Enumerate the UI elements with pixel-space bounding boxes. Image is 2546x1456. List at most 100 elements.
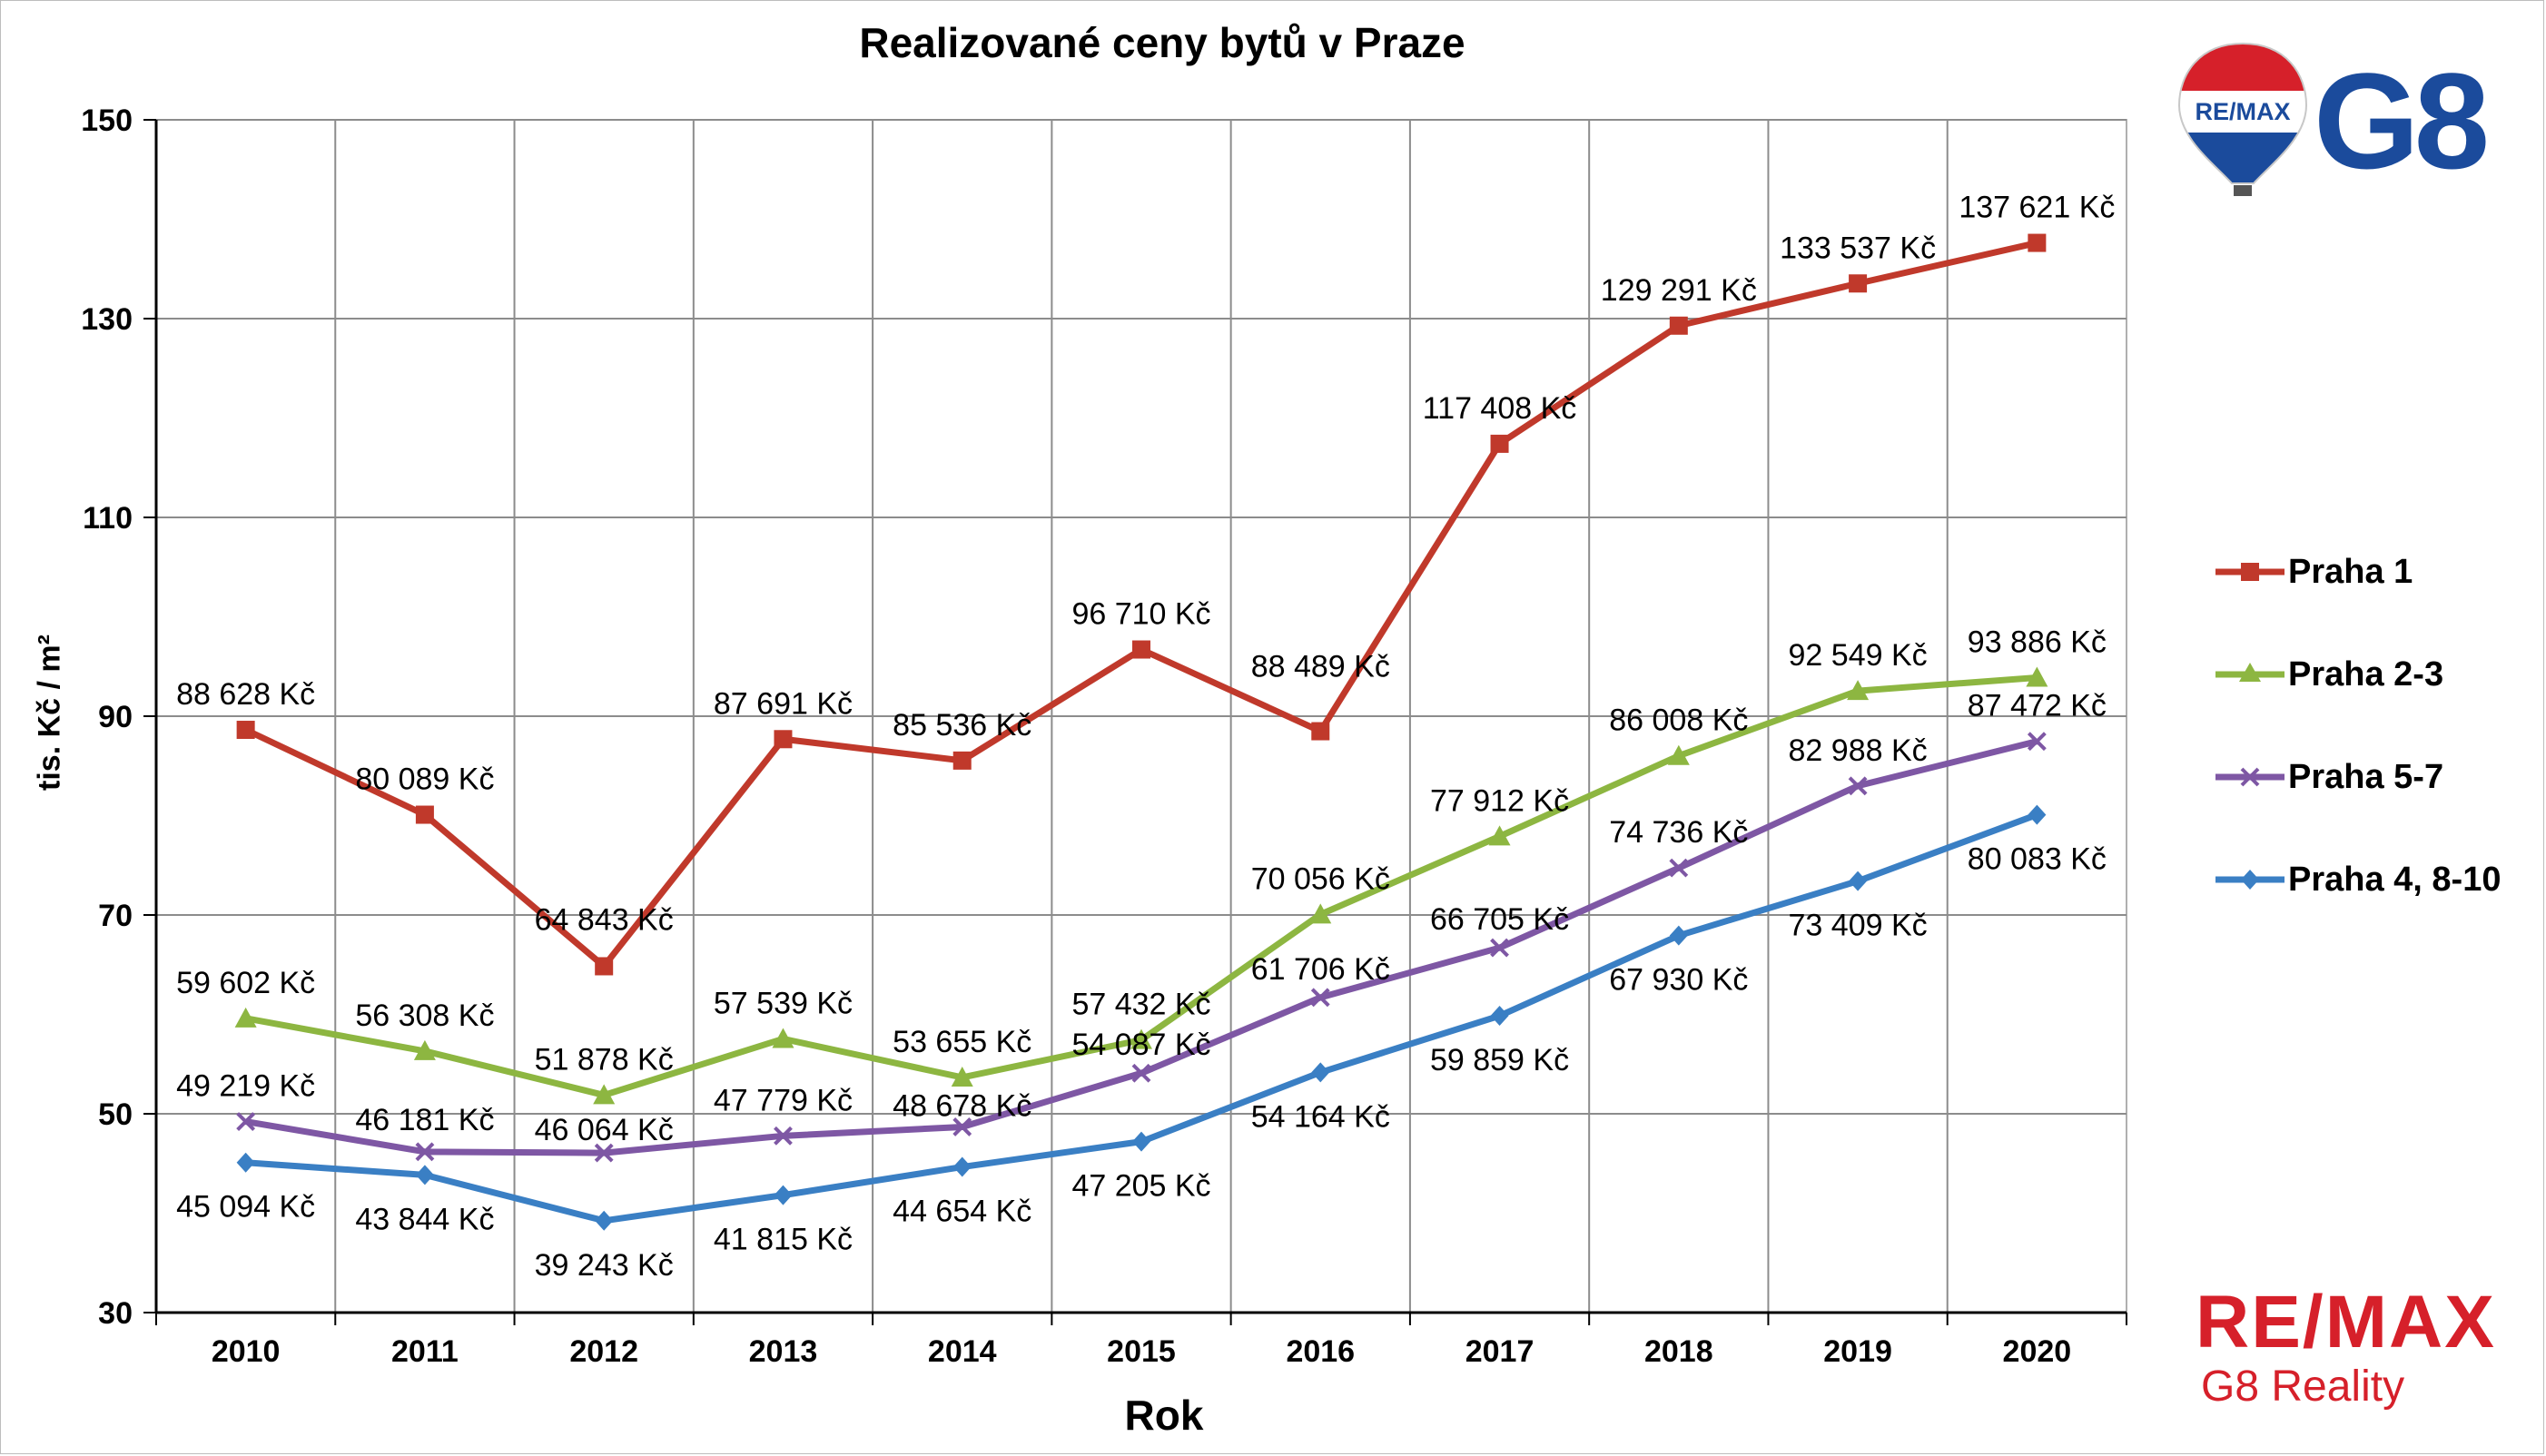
data-point-praha-4-8-10 (415, 1165, 434, 1185)
data-label-praha-5-7: 82 988 Kč (1789, 733, 1928, 768)
data-label-praha-1: 137 621 Kč (1959, 191, 2115, 225)
data-point-praha-5-7 (236, 1112, 256, 1131)
data-point-praha-5-7 (1131, 1063, 1151, 1083)
legend-marker-praha-5-7 (2215, 767, 2284, 787)
data-point-praha-5-7 (1669, 858, 1689, 878)
data-point-praha-4-8-10 (774, 1185, 793, 1205)
data-label-praha-4-8-10: 47 205 Kč (1071, 1169, 1210, 1204)
data-point-praha-1 (1669, 316, 1688, 335)
y-tick-label: 130 (81, 302, 133, 337)
y-tick-label: 70 (98, 899, 133, 933)
data-point-praha-1 (2028, 233, 2047, 252)
data-point-praha-2-3 (1667, 744, 1690, 765)
data-point-praha-4-8-10 (1669, 925, 1688, 946)
data-point-praha-2-3 (1130, 1028, 1152, 1049)
data-label-praha-4-8-10: 54 164 Kč (1251, 1099, 1390, 1134)
data-label-praha-1: 80 089 Kč (355, 762, 494, 797)
data-point-praha-4-8-10 (952, 1156, 972, 1177)
x-tick-label: 2012 (569, 1334, 638, 1369)
data-label-praha-5-7: 49 219 Kč (176, 1069, 315, 1104)
data-label-praha-5-7: 54 087 Kč (1071, 1028, 1210, 1062)
x-tick-label: 2010 (212, 1334, 281, 1369)
data-point-praha-1 (1132, 640, 1150, 659)
data-label-praha-5-7: 46 064 Kč (535, 1113, 674, 1147)
data-point-praha-2-3 (1309, 903, 1332, 924)
data-point-praha-5-7 (774, 1126, 793, 1146)
legend-label-praha-4-8-10: Praha 4, 8-10 (2288, 861, 2502, 899)
data-label-praha-1: 117 408 Kč (1423, 391, 1577, 426)
data-label-praha-4-8-10: 67 930 Kč (1609, 963, 1748, 998)
data-point-praha-2-3 (772, 1028, 794, 1048)
x-tick-label: 2018 (1644, 1334, 1713, 1369)
data-label-praha-5-7: 46 181 Kč (355, 1103, 494, 1137)
data-label-praha-2-3: 53 655 Kč (893, 1025, 1031, 1059)
data-label-praha-2-3: 86 008 Kč (1609, 703, 1748, 738)
legend-item-praha-5-7: Praha 5-7 (2212, 754, 2521, 800)
y-tick-label: 30 (98, 1296, 133, 1331)
x-tick-label: 2020 (2003, 1334, 2072, 1369)
y-tick-label: 150 (81, 103, 133, 138)
y-tick-label: 90 (98, 700, 133, 734)
data-label-praha-2-3: 70 056 Kč (1251, 861, 1390, 896)
data-point-praha-2-3 (951, 1066, 973, 1087)
data-label-praha-5-7: 48 678 Kč (893, 1088, 1031, 1123)
data-label-praha-2-3: 57 539 Kč (714, 986, 853, 1020)
data-label-praha-2-3: 56 308 Kč (355, 999, 494, 1033)
legend-item-praha-2-3: Praha 2-3 (2212, 652, 2521, 697)
data-point-praha-2-3 (1488, 825, 1511, 846)
y-tick-label: 50 (98, 1097, 133, 1132)
data-point-praha-4-8-10 (1490, 1006, 1509, 1027)
data-label-praha-5-7: 87 472 Kč (1968, 689, 2107, 723)
data-point-praha-5-7 (1848, 776, 1868, 796)
legend-label-praha-5-7: Praha 5-7 (2288, 758, 2444, 796)
y-tick-label: 110 (83, 501, 133, 536)
data-label-praha-1: 88 489 Kč (1251, 650, 1390, 684)
x-tick-label: 2019 (1823, 1334, 1892, 1369)
x-tick-label: 2011 (391, 1334, 459, 1369)
x-tick-label: 2013 (749, 1334, 818, 1369)
data-label-praha-4-8-10: 45 094 Kč (176, 1190, 315, 1225)
x-tick-label: 2015 (1107, 1334, 1176, 1369)
data-point-praha-2-3 (1847, 680, 1870, 701)
data-label-praha-4-8-10: 39 243 Kč (535, 1248, 674, 1283)
data-label-praha-4-8-10: 59 859 Kč (1430, 1043, 1569, 1077)
x-axis-title: Rok (1124, 1392, 1204, 1439)
data-point-praha-4-8-10 (2028, 804, 2047, 825)
data-point-praha-5-7 (1310, 988, 1330, 1008)
data-point-praha-1 (1311, 722, 1330, 741)
data-label-praha-4-8-10: 43 844 Kč (355, 1202, 494, 1236)
data-point-praha-2-3 (413, 1039, 436, 1060)
data-label-praha-1: 87 691 Kč (714, 686, 853, 721)
data-label-praha-4-8-10: 41 815 Kč (714, 1223, 853, 1257)
data-point-praha-4-8-10 (595, 1210, 614, 1231)
remax-sub: G8 Reality (2201, 1363, 2405, 1411)
chart-title: Realizované ceny bytů v Praze (859, 19, 1465, 66)
legend-marker-praha-2-3 (2215, 663, 2284, 682)
legend-label-praha-1: Praha 1 (2288, 553, 2413, 591)
g8-mark: G8 (2314, 44, 2490, 197)
data-label-praha-1: 129 291 Kč (1601, 273, 1757, 308)
data-label-praha-5-7: 61 706 Kč (1251, 952, 1390, 987)
data-point-praha-5-7 (2027, 732, 2047, 752)
legend-item-praha-1: Praha 1 (2212, 549, 2521, 595)
data-point-praha-5-7 (594, 1143, 614, 1163)
data-point-praha-4-8-10 (236, 1152, 255, 1173)
data-label-praha-1: 88 628 Kč (176, 677, 315, 712)
remax-brand: RE/MAX (2196, 1281, 2496, 1363)
legend-marker-praha-1 (2215, 563, 2284, 581)
data-label-praha-4-8-10: 73 409 Kč (1789, 909, 1928, 943)
data-point-praha-5-7 (952, 1117, 972, 1136)
data-label-praha-2-3: 92 549 Kč (1789, 638, 1928, 673)
data-point-praha-2-3 (234, 1007, 257, 1028)
data-label-praha-4-8-10: 44 654 Kč (893, 1195, 1031, 1229)
data-point-praha-1 (595, 957, 614, 976)
data-point-praha-1 (415, 805, 434, 824)
legend-item-praha-4-8-10: Praha 4, 8-10 (2212, 857, 2521, 902)
balloon-text: RE/MAX (2195, 98, 2290, 125)
x-tick-label: 2014 (928, 1334, 997, 1369)
data-label-praha-5-7: 74 736 Kč (1609, 815, 1748, 850)
data-point-praha-1 (774, 730, 793, 749)
x-tick-label: 2016 (1286, 1334, 1355, 1369)
